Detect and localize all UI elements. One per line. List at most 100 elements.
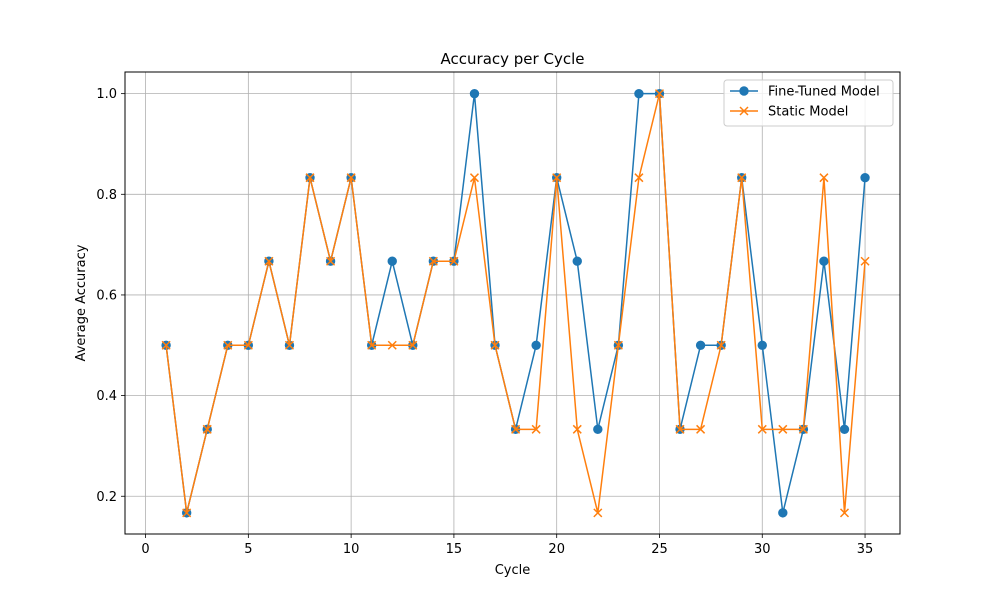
data-point [284,340,294,350]
data-point [819,256,829,266]
data-point [695,340,706,350]
x-tick-label: 0 [141,542,149,557]
x-marker-stroke [798,424,808,434]
legend-box [723,79,894,127]
data-point [449,256,459,266]
x-marker-stroke [675,424,685,434]
data-point [264,256,274,266]
data-point [572,256,582,266]
data-point [511,424,521,434]
x-marker-stroke [202,424,212,434]
data-point [552,173,562,183]
x-marker-stroke [428,256,438,266]
data-point [408,340,418,350]
x-tick-label: 35 [857,542,874,557]
x-marker-stroke [449,256,459,266]
x-marker-stroke [819,173,829,183]
x-marker-stroke [634,173,644,183]
y-axis-ticks: 0.2 0.4 0.6 0.8 1.0 [96,87,125,505]
data-point [860,256,870,266]
x-marker-stroke [264,256,274,266]
data-point [737,173,747,183]
data-point [469,88,480,99]
data-point [634,88,644,99]
x-marker-stroke [511,424,521,434]
y-axis-label: Average Accuracy [74,244,89,361]
data-point [202,424,212,434]
x-marker-stroke [739,106,749,116]
data-point [593,424,603,435]
x-marker-stroke [408,340,418,350]
data-point [798,424,808,434]
data-point [182,508,192,518]
series-line [165,92,866,514]
x-tick-label: 30 [754,542,771,557]
x-marker-stroke [346,173,356,183]
data-point [593,508,603,518]
data-point [839,508,850,518]
series-line [165,92,866,514]
data-point [634,173,644,183]
x-marker-stroke [839,508,850,518]
legend-entry: Static Model [730,105,848,120]
x-marker-stroke [387,340,397,350]
x-marker-stroke [716,340,726,350]
grid-lines [125,72,900,534]
data-point [757,340,767,350]
chart-title: Accuracy per Cycle [441,50,585,68]
x-axis-label: Cycle [495,563,531,578]
x-marker-stroke [243,340,253,350]
x-marker-stroke [552,173,562,183]
x-marker-stroke [490,340,500,350]
data-point [778,424,788,434]
x-marker-stroke [860,256,870,266]
x-marker-stroke [572,424,582,434]
data-point [696,424,706,434]
data-point [243,340,253,350]
data-point [757,424,767,434]
data-point [860,172,870,183]
data-point [716,340,726,350]
legend-label: Fine-Tuned Model [768,85,880,100]
data-point [326,256,336,266]
data-point [305,173,315,183]
data-point [675,424,685,434]
x-marker-stroke [223,340,233,350]
x-marker-stroke [326,256,336,266]
x-marker-stroke [284,340,294,350]
y-tick-label: 0.4 [96,389,117,404]
x-marker-stroke [593,508,603,518]
x-marker-stroke [469,173,479,183]
data-point [572,424,582,434]
x-tick-label: 10 [343,542,360,557]
data-point [778,508,788,518]
x-marker-stroke [737,173,747,183]
x-marker-stroke [613,340,623,350]
x-marker-stroke [757,424,767,434]
data-point [367,340,377,350]
y-tick-label: 0.8 [96,188,117,203]
x-marker-stroke [305,173,315,183]
data-point [387,340,397,350]
data-point [613,340,623,350]
data-point [161,340,171,350]
x-marker-stroke [696,424,706,434]
x-marker-stroke [778,424,788,434]
legend-marker [739,106,749,116]
x-axis-ticks: 0 5 10 15 20 25 30 35 [141,534,873,557]
legend: Fine-Tuned Model Static Model [723,79,894,127]
x-marker-stroke [182,508,192,518]
data-point [428,256,438,266]
legend-entry: Fine-Tuned Model [730,85,880,100]
data-point [469,173,479,183]
series-static-model [161,89,870,518]
data-point [819,173,829,183]
x-tick-label: 20 [548,542,565,557]
data-point [531,340,541,350]
data-point [387,256,397,266]
data-point [490,340,500,350]
legend-label: Static Model [768,105,848,120]
data-point [531,424,541,434]
y-tick-label: 0.2 [96,490,117,505]
